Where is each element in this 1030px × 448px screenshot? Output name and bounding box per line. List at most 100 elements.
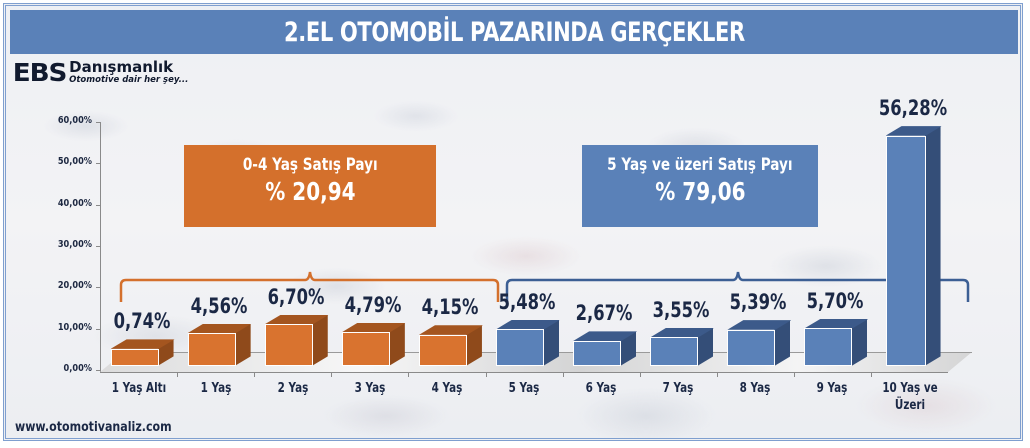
x-tick-label: 1 Yaş (200, 381, 231, 396)
bar-front (885, 135, 926, 366)
callout-old-title: 5 Yaş ve üzeri Satış Payı (607, 155, 793, 175)
bar-3-yaş (341, 322, 406, 366)
data-label: 2,67% (575, 301, 633, 326)
y-tick (96, 163, 101, 165)
bar-side (774, 320, 790, 366)
callout-young-value: % 20,94 (264, 177, 356, 206)
data-label: 3,55% (652, 297, 710, 322)
y-tick-label: 0,00% (63, 363, 92, 374)
x-tick-label: 6 Yaş (585, 381, 617, 396)
y-tick-label: 20,00% (57, 280, 92, 292)
bar-top (727, 320, 792, 330)
bar-top (573, 331, 638, 341)
bar-side (925, 126, 941, 366)
logo-name: Danışmanlık (69, 58, 174, 76)
x-tick-label: 8 Yaş (740, 381, 771, 396)
x-tick (639, 372, 641, 377)
bar-1-yaş (187, 323, 252, 366)
bar-side (312, 315, 328, 366)
bar-front (727, 329, 776, 366)
data-label: 4,15% (421, 295, 479, 320)
x-tick (871, 372, 872, 377)
y-tick-label: 60,00% (57, 115, 92, 126)
x-tick-label: 3 Yaş (354, 381, 386, 396)
y-tick (96, 370, 101, 371)
bar-8-yaş (727, 320, 792, 366)
bar-front (110, 348, 159, 366)
bar-front (264, 324, 313, 366)
y-tick-label: 10,00% (57, 321, 92, 333)
bar-9-yaş (804, 318, 869, 366)
bar-top (341, 322, 406, 333)
x-tick-label: 10 Yaş ve Üzeri (881, 381, 938, 413)
title-bar: 2.EL OTOMOBİL PAZARINDA GERÇEKLER (10, 10, 1018, 54)
y-tick (96, 204, 101, 206)
bar-top (110, 339, 175, 349)
bar-side (543, 320, 559, 366)
y-tick (96, 328, 101, 330)
x-tick-label: 9 Yaş (817, 381, 848, 396)
y-tick (96, 287, 101, 289)
bar-side (620, 331, 636, 366)
data-label: 6,70% (267, 284, 325, 309)
data-label: 4,56% (190, 293, 248, 318)
x-tick-label: 2 Yaş (277, 381, 309, 396)
bar-front (341, 332, 390, 366)
bar-top (496, 319, 561, 330)
y-tick-label: 50,00% (57, 156, 92, 168)
bar-top (187, 323, 252, 334)
x-tick-label: 1 Yaş Altı (111, 381, 166, 396)
y-tick-label: 30,00% (57, 239, 92, 250)
x-tick (716, 372, 718, 377)
y-tick (96, 122, 101, 123)
callout-young-share: 0-4 Yaş Satış Payı % 20,94 (184, 145, 436, 227)
y-tick-label: 40,00% (57, 197, 92, 209)
x-tick (254, 372, 256, 377)
bar-10-yaş-ve-üzeri (885, 126, 942, 366)
x-tick (408, 372, 410, 377)
data-label: 5,48% (498, 289, 556, 314)
callout-old-share: 5 Yaş ve üzeri Satış Payı % 79,06 (582, 145, 818, 227)
callout-young-title: 0-4 Yaş Satış Payı (242, 155, 378, 175)
data-label: 4,79% (344, 292, 402, 317)
bar-7-yaş (650, 327, 715, 366)
x-axis-line (100, 372, 948, 373)
bar-front (804, 328, 853, 366)
bar-top (418, 325, 483, 335)
bar-side (851, 319, 867, 366)
x-tick (562, 372, 564, 377)
data-label: 5,39% (729, 290, 787, 315)
bar-4-yaş (418, 325, 483, 366)
x-tick-label: 4 Yaş (431, 381, 463, 396)
chart-title: 2.EL OTOMOBİL PAZARINDA GERÇEKLER (283, 16, 745, 48)
data-label: 5,70% (807, 288, 864, 313)
y-axis-line (100, 122, 101, 372)
bar-top (885, 126, 942, 136)
logo-tagline: Otomotive dair her şey... (69, 75, 189, 85)
x-tick (331, 372, 333, 377)
logo: EBS Danışmanlık Otomotive dair her şey..… (12, 58, 189, 87)
bar-6-yaş (573, 331, 638, 366)
bar-front (573, 340, 622, 366)
bar-front (496, 329, 545, 366)
bracket-young (119, 271, 500, 302)
bar-top (650, 327, 715, 338)
logo-brand: EBS (12, 58, 68, 87)
data-label: 0,74% (113, 309, 170, 334)
x-tick-label: 5 Yaş (508, 381, 540, 396)
bar-side (466, 325, 482, 366)
bar-5-yaş (496, 319, 561, 366)
x-tick (793, 372, 795, 377)
bracket-old (505, 271, 970, 302)
callout-old-value: % 79,06 (654, 177, 746, 206)
x-tick (485, 372, 487, 377)
x-tick-label: 7 Yaş (662, 381, 694, 396)
bar-1-yaş-altı (110, 339, 175, 366)
data-label: 56,28% (878, 96, 947, 121)
bar-side (697, 328, 713, 366)
x-tick (177, 372, 179, 377)
bar-side (235, 324, 251, 366)
bar-top (804, 318, 869, 329)
bar-front (187, 333, 236, 366)
